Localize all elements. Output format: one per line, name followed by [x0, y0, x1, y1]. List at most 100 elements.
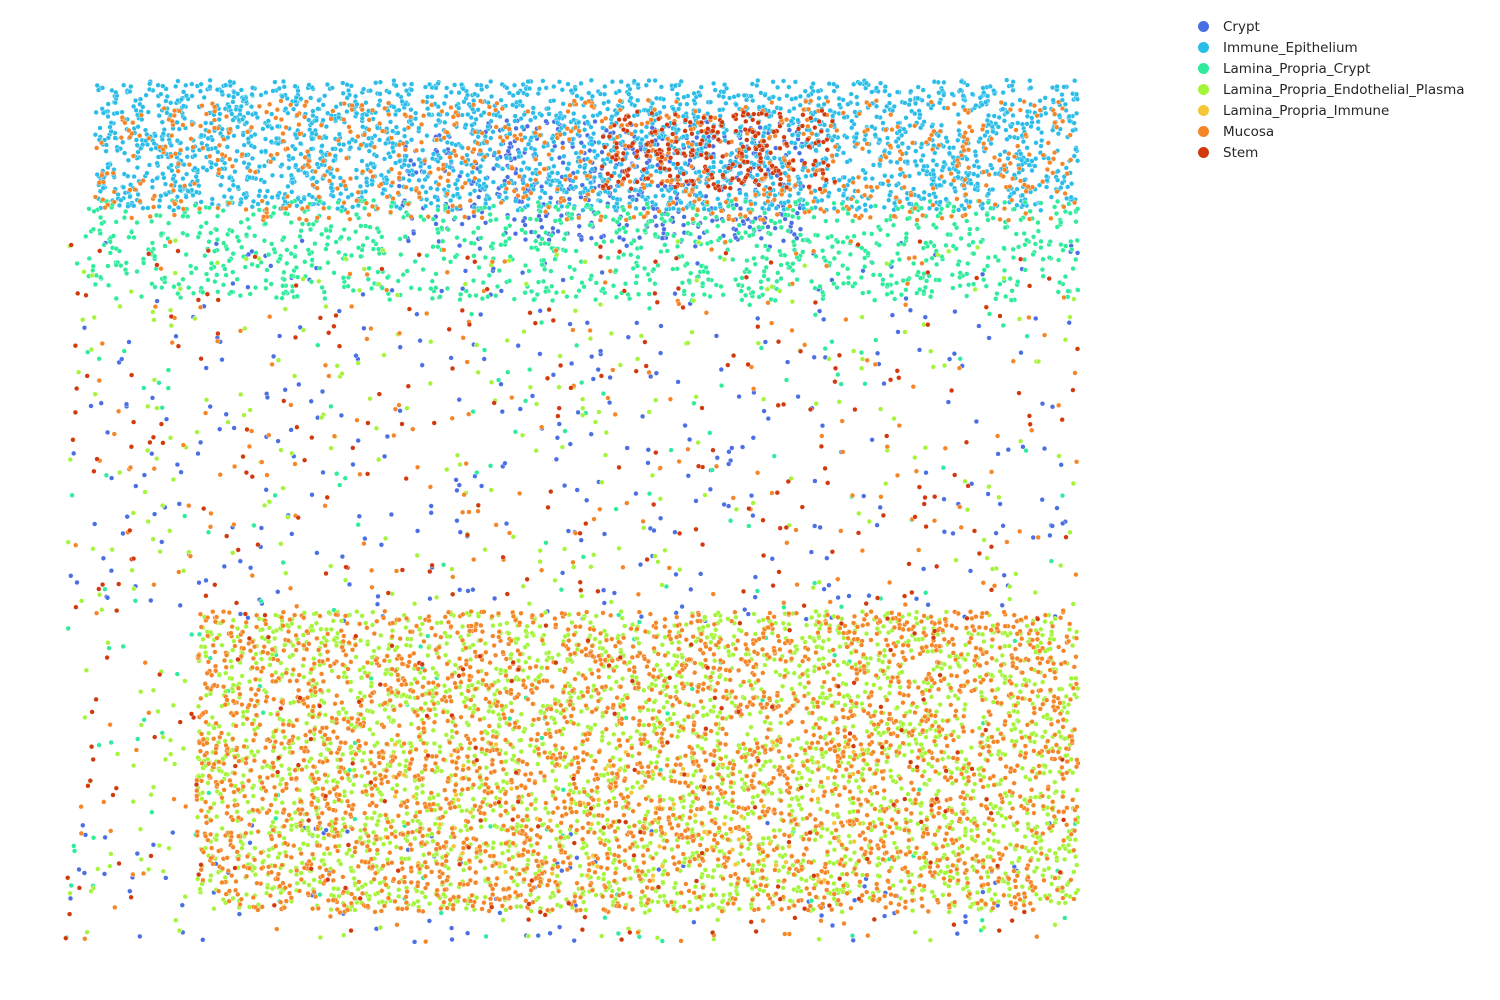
point-crypt [465, 588, 471, 594]
point-lamina-propria-crypt [205, 529, 212, 535]
point-immune-epithelium [663, 206, 670, 213]
point-immune-epithelium [723, 100, 729, 106]
point-immune-epithelium [512, 118, 518, 124]
point-crypt [599, 149, 605, 155]
point-crypt [980, 889, 986, 895]
point-immune-epithelium [772, 192, 778, 199]
point-immune-epithelium [786, 150, 792, 156]
point-crypt [916, 347, 923, 353]
point-crypt [567, 441, 573, 447]
point-immune-epithelium [477, 183, 483, 189]
point-lamina-propria-crypt [507, 223, 513, 229]
point-lamina-propria-crypt [787, 264, 793, 270]
point-immune-epithelium [285, 183, 291, 190]
point-crypt [433, 221, 439, 227]
point-crypt [127, 888, 133, 894]
point-lamina-propria-crypt [616, 227, 623, 233]
point-lamina-propria-crypt [468, 240, 474, 246]
point-lamina-propria-crypt [212, 248, 218, 254]
point-immune-epithelium [406, 177, 412, 184]
point-lamina-propria-crypt [775, 270, 781, 276]
point-lamina-propria-crypt [588, 273, 595, 279]
point-lamina-propria-crypt [542, 240, 548, 247]
point-immune-epithelium [707, 99, 714, 105]
point-lamina-propria-crypt [297, 233, 303, 240]
point-immune-epithelium [991, 113, 997, 119]
point-crypt [877, 504, 883, 511]
point-crypt [336, 308, 342, 314]
point-lamina-propria-crypt [1059, 493, 1066, 499]
point-lamina-propria-crypt [951, 204, 957, 210]
point-lamina-propria-endothelial-plasma [225, 731, 232, 737]
point-lamina-propria-crypt [162, 243, 168, 249]
point-immune-epithelium [114, 110, 120, 116]
point-lamina-propria-crypt [835, 239, 841, 245]
point-immune-epithelium [918, 157, 924, 164]
point-lamina-propria-crypt [83, 233, 89, 240]
point-immune-epithelium [193, 174, 199, 180]
point-immune-epithelium [373, 80, 379, 86]
point-immune-epithelium [770, 181, 776, 187]
point-immune-epithelium [825, 193, 832, 199]
point-lamina-propria-crypt [569, 215, 575, 221]
point-crypt [725, 503, 732, 509]
point-crypt [245, 284, 251, 290]
point-immune-epithelium [589, 166, 595, 172]
point-crypt [584, 320, 590, 326]
point-lamina-propria-crypt [253, 285, 259, 291]
point-immune-epithelium [286, 153, 292, 159]
point-immune-epithelium [322, 93, 328, 99]
point-immune-epithelium [181, 103, 187, 109]
point-crypt [411, 230, 417, 237]
point-immune-epithelium [270, 88, 276, 94]
point-lamina-propria-crypt [224, 246, 230, 252]
point-immune-epithelium [1074, 158, 1081, 164]
point-immune-epithelium [926, 192, 933, 198]
point-crypt [651, 527, 657, 534]
point-lamina-propria-crypt [746, 523, 752, 529]
point-lamina-propria-crypt [439, 225, 445, 231]
point-immune-epithelium [882, 173, 888, 179]
point-immune-epithelium [472, 188, 478, 194]
point-crypt [80, 822, 86, 828]
point-lamina-propria-crypt [573, 293, 579, 300]
point-lamina-propria-crypt [955, 262, 961, 268]
point-crypt [338, 412, 345, 419]
point-immune-epithelium [425, 106, 431, 112]
point-lamina-propria-crypt [223, 272, 229, 278]
point-lamina-propria-crypt [166, 220, 172, 226]
point-crypt [378, 542, 385, 548]
point-immune-epithelium [844, 134, 850, 141]
point-immune-epithelium [930, 158, 936, 164]
point-crypt [645, 460, 651, 466]
point-immune-epithelium [1026, 162, 1032, 168]
point-lamina-propria-crypt [866, 289, 872, 295]
point-immune-epithelium [435, 80, 441, 87]
point-lamina-propria-crypt [949, 272, 955, 278]
point-lamina-propria-crypt [884, 291, 890, 297]
point-immune-epithelium [904, 196, 910, 202]
point-immune-epithelium [408, 107, 414, 113]
point-immune-epithelium [973, 153, 979, 159]
point-immune-epithelium [712, 87, 718, 93]
point-immune-epithelium [324, 81, 331, 88]
point-immune-epithelium [569, 185, 575, 191]
point-immune-epithelium [913, 148, 919, 154]
point-immune-epithelium [589, 93, 596, 99]
point-immune-epithelium [371, 164, 377, 170]
point-immune-epithelium [576, 119, 582, 126]
point-immune-epithelium [574, 169, 581, 175]
point-crypt [221, 563, 227, 570]
point-immune-epithelium [566, 161, 572, 167]
point-crypt [537, 308, 543, 314]
point-immune-epithelium [886, 92, 893, 98]
point-immune-epithelium [376, 102, 382, 108]
point-lamina-propria-crypt [251, 522, 257, 529]
point-immune-epithelium [197, 88, 204, 94]
point-immune-epithelium [428, 185, 434, 191]
point-crypt [796, 150, 803, 156]
point-immune-epithelium [844, 159, 850, 165]
point-lamina-propria-endothelial-plasma [978, 689, 984, 695]
point-immune-epithelium [639, 136, 645, 143]
point-immune-epithelium [710, 80, 717, 87]
